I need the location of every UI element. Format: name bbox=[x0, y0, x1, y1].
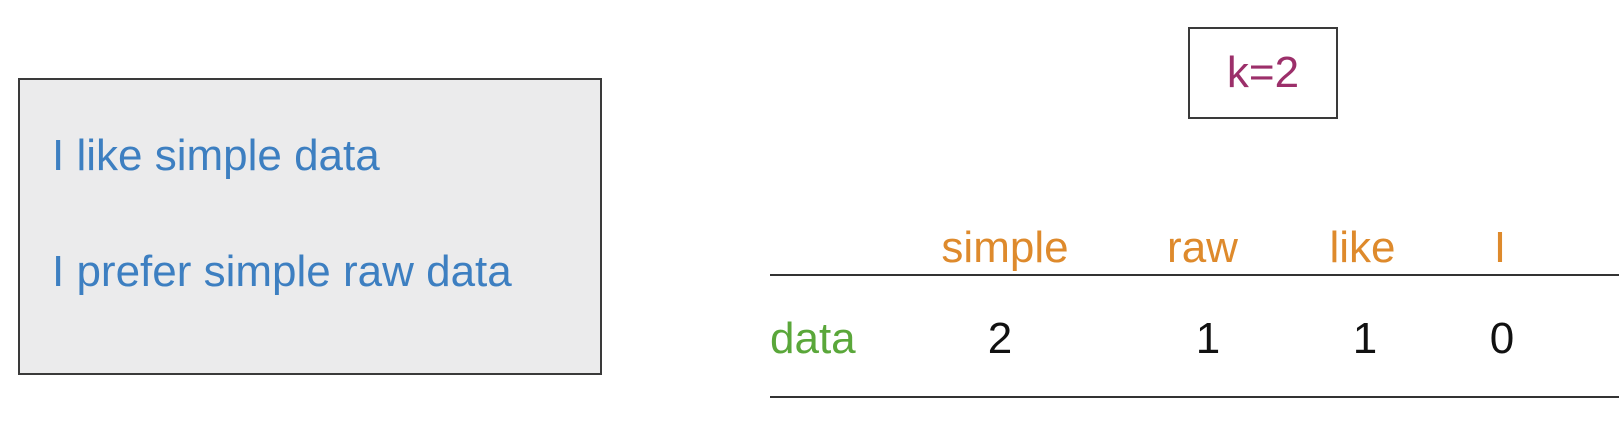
window-size-label: k=2 bbox=[1226, 48, 1300, 97]
corpus-sentence-1: I like simple data bbox=[52, 131, 380, 180]
corpus-sentence-2: I prefer simple raw data bbox=[52, 247, 512, 296]
column-header-like: like bbox=[1329, 223, 1396, 272]
corpus-box: I like simple data I prefer simple raw d… bbox=[18, 78, 602, 375]
column-header-simple: simple bbox=[941, 223, 1069, 272]
count-simple: 2 bbox=[987, 314, 1013, 363]
count-like: 1 bbox=[1352, 314, 1378, 363]
row-header-data: data bbox=[770, 314, 856, 363]
column-header-raw: raw bbox=[1167, 223, 1238, 272]
count-raw: 1 bbox=[1195, 314, 1221, 363]
table-bottom-rule bbox=[770, 396, 1619, 398]
window-size-box: k=2 bbox=[1188, 27, 1338, 119]
count-i: 0 bbox=[1489, 314, 1515, 363]
table-top-rule bbox=[770, 274, 1619, 276]
column-header-i: I bbox=[1493, 223, 1507, 272]
